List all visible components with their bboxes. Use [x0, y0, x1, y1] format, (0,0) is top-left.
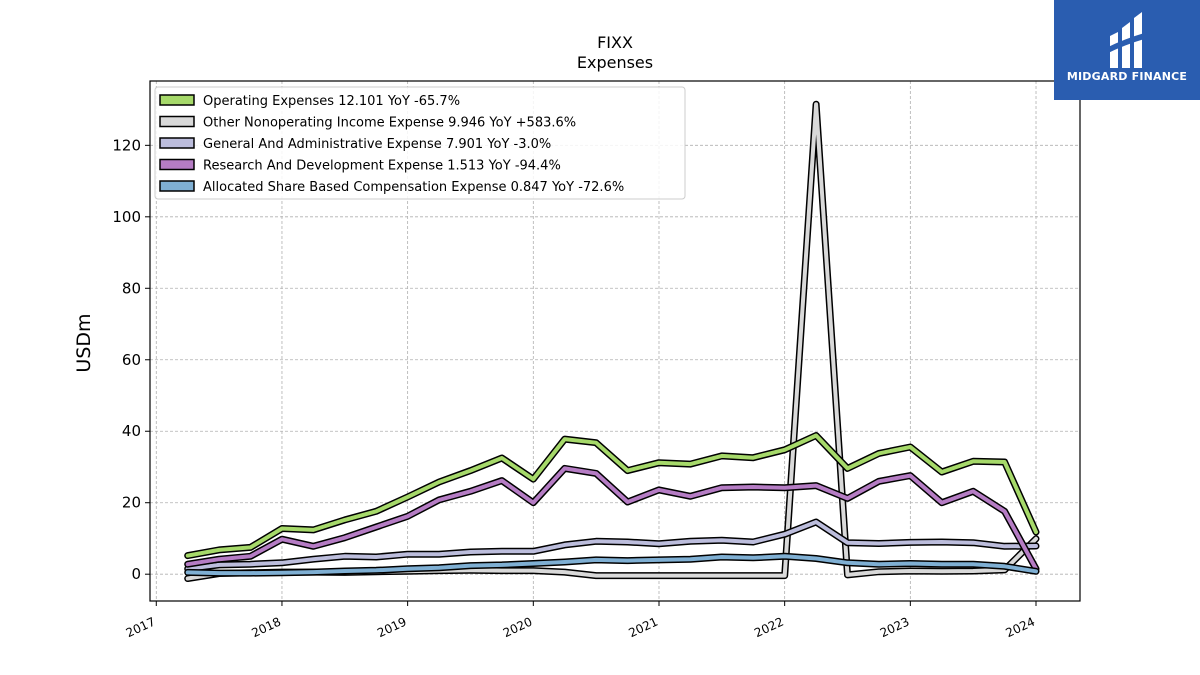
brand-logo: MIDGARD FINANCE [1054, 0, 1200, 100]
series-line [185, 554, 1038, 576]
legend-item: Other Nonoperating Income Expense 9.946 … [159, 115, 576, 131]
x-tick-label: 2020 [501, 615, 535, 641]
legend-item: Allocated Share Based Compensation Expen… [159, 180, 624, 195]
y-tick-label: 80 [122, 279, 141, 297]
legend-swatch [159, 94, 195, 106]
legend-item: General And Administrative Expense 7.901… [159, 137, 551, 152]
y-tick-label: 60 [122, 351, 141, 369]
legend-swatch [159, 137, 195, 149]
y-axis-label: USDm [73, 313, 95, 372]
legend-label: Research And Development Expense 1.513 Y… [203, 159, 561, 174]
plot-area [184, 100, 1040, 582]
legend-item: Operating Expenses 12.101 YoY -65.7% [159, 94, 460, 109]
x-tick-label: 2024 [1004, 615, 1038, 641]
legend-swatch [159, 158, 195, 171]
legend: Operating Expenses 12.101 YoY -65.7% Othe… [154, 86, 686, 200]
y-tick-label: 20 [122, 494, 141, 512]
chart-subtitle: Expenses [577, 53, 653, 72]
brand-name: MIDGARD FINANCE [1066, 70, 1188, 83]
legend-label: Other Nonoperating Income Expense 9.946 … [203, 116, 576, 131]
legend-swatch [159, 115, 195, 128]
x-tick-label: 2019 [375, 615, 409, 641]
y-tick-label: 0 [131, 565, 141, 583]
chart-title: FIXX [597, 33, 633, 52]
series-line [185, 520, 1038, 571]
y-tick-label: 40 [122, 422, 141, 440]
y-tick-label: 120 [112, 136, 141, 154]
series-line-outline [184, 432, 1040, 560]
series-line [185, 433, 1038, 558]
series-line [185, 466, 1038, 571]
legend-frame [154, 86, 686, 200]
x-tick-label: 2018 [249, 615, 283, 641]
legend-label: Operating Expenses 12.101 YoY -65.7% [203, 94, 460, 109]
brand-mark-icon [1106, 12, 1148, 68]
series-2 [184, 518, 1040, 573]
series-4 [184, 552, 1040, 577]
legend-swatch [159, 180, 195, 192]
series-0 [184, 432, 1040, 560]
y-tick-label: 100 [112, 208, 141, 226]
x-tick-label: 2022 [752, 615, 786, 641]
series-3 [184, 464, 1040, 573]
series-line-outline [184, 464, 1040, 573]
legend-label: Allocated Share Based Compensation Expen… [203, 180, 624, 195]
x-tick-label: 2023 [878, 615, 912, 641]
x-tick-label: 2017 [124, 615, 158, 641]
x-tick-label: 2021 [626, 615, 660, 641]
legend-label: General And Administrative Expense 7.901… [203, 137, 551, 152]
plot-frame [149, 80, 1081, 602]
legend-item: Research And Development Expense 1.513 Y… [159, 158, 561, 174]
